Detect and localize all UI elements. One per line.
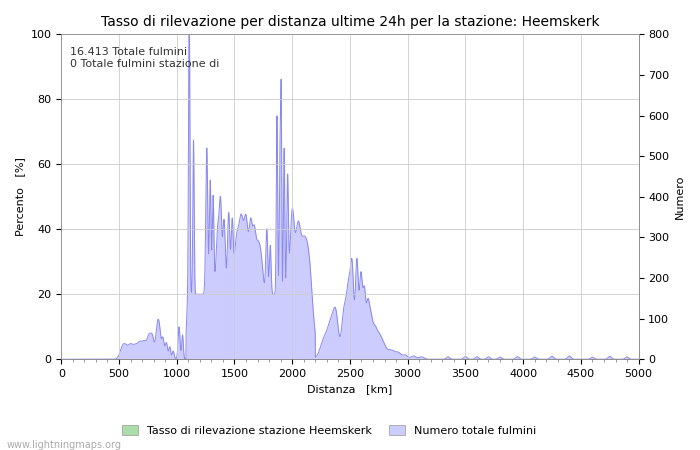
Text: www.lightningmaps.org: www.lightningmaps.org bbox=[7, 440, 122, 450]
X-axis label: Distanza   [km]: Distanza [km] bbox=[307, 384, 393, 395]
Y-axis label: Percento   [%]: Percento [%] bbox=[15, 158, 25, 236]
Title: Tasso di rilevazione per distanza ultime 24h per la stazione: Heemskerk: Tasso di rilevazione per distanza ultime… bbox=[101, 15, 599, 29]
Text: 16.413 Totale fulmini
0 Totale fulmini stazione di: 16.413 Totale fulmini 0 Totale fulmini s… bbox=[70, 47, 219, 69]
Y-axis label: Numero: Numero bbox=[675, 175, 685, 219]
Legend: Tasso di rilevazione stazione Heemskerk, Numero totale fulmini: Tasso di rilevazione stazione Heemskerk,… bbox=[117, 420, 541, 440]
